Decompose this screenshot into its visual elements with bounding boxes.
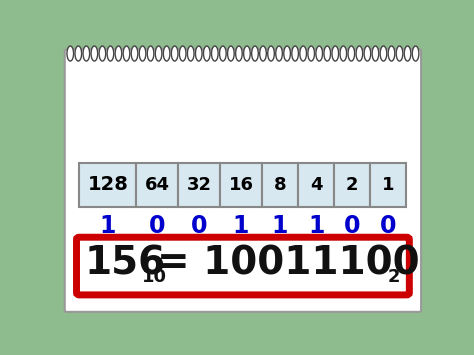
- Text: 1: 1: [233, 214, 249, 238]
- Ellipse shape: [356, 46, 363, 61]
- Bar: [80, 163, 137, 207]
- Text: 2: 2: [388, 268, 401, 286]
- Ellipse shape: [284, 46, 291, 61]
- Ellipse shape: [340, 46, 346, 61]
- Ellipse shape: [348, 46, 355, 61]
- FancyBboxPatch shape: [65, 49, 421, 312]
- Bar: [262, 163, 298, 207]
- Ellipse shape: [292, 46, 299, 61]
- Ellipse shape: [123, 46, 130, 61]
- Text: 1: 1: [382, 176, 394, 194]
- Ellipse shape: [99, 46, 106, 61]
- Ellipse shape: [236, 46, 242, 61]
- Ellipse shape: [195, 46, 202, 61]
- Ellipse shape: [67, 46, 73, 61]
- Text: 4: 4: [310, 176, 322, 194]
- Bar: [137, 163, 178, 207]
- Text: 128: 128: [88, 175, 128, 194]
- Ellipse shape: [372, 46, 379, 61]
- Ellipse shape: [244, 46, 250, 61]
- Ellipse shape: [219, 46, 226, 61]
- Bar: [370, 163, 406, 207]
- Ellipse shape: [115, 46, 122, 61]
- Ellipse shape: [252, 46, 258, 61]
- Ellipse shape: [276, 46, 283, 61]
- Ellipse shape: [211, 46, 218, 61]
- Ellipse shape: [155, 46, 162, 61]
- Ellipse shape: [388, 46, 395, 61]
- Text: 1: 1: [100, 214, 116, 238]
- Text: 0: 0: [344, 214, 360, 238]
- Text: 0: 0: [191, 214, 208, 238]
- Text: 1: 1: [272, 214, 288, 238]
- Ellipse shape: [139, 46, 146, 61]
- Ellipse shape: [308, 46, 314, 61]
- Ellipse shape: [316, 46, 322, 61]
- Ellipse shape: [91, 46, 98, 61]
- Ellipse shape: [75, 46, 82, 61]
- Ellipse shape: [83, 46, 90, 61]
- Ellipse shape: [228, 46, 234, 61]
- Bar: [220, 163, 262, 207]
- Ellipse shape: [187, 46, 194, 61]
- Ellipse shape: [147, 46, 154, 61]
- Ellipse shape: [300, 46, 307, 61]
- Ellipse shape: [332, 46, 338, 61]
- Ellipse shape: [131, 46, 138, 61]
- Text: 1: 1: [308, 214, 324, 238]
- Bar: [334, 163, 370, 207]
- Text: 2: 2: [346, 176, 358, 194]
- Ellipse shape: [412, 46, 419, 61]
- Ellipse shape: [203, 46, 210, 61]
- Ellipse shape: [107, 46, 114, 61]
- Text: 0: 0: [380, 214, 397, 238]
- Ellipse shape: [324, 46, 330, 61]
- Text: 16: 16: [228, 176, 254, 194]
- Bar: [178, 163, 220, 207]
- Text: 0: 0: [149, 214, 165, 238]
- Text: = 10011100: = 10011100: [156, 244, 419, 282]
- Ellipse shape: [260, 46, 266, 61]
- Text: 10: 10: [142, 268, 167, 286]
- Ellipse shape: [380, 46, 387, 61]
- Bar: [298, 163, 334, 207]
- Text: 156: 156: [85, 244, 166, 282]
- Text: 32: 32: [187, 176, 212, 194]
- Ellipse shape: [404, 46, 411, 61]
- Text: 64: 64: [145, 176, 170, 194]
- Ellipse shape: [179, 46, 186, 61]
- Ellipse shape: [172, 46, 178, 61]
- Text: 8: 8: [273, 176, 286, 194]
- Ellipse shape: [364, 46, 371, 61]
- Ellipse shape: [164, 46, 170, 61]
- Ellipse shape: [268, 46, 274, 61]
- FancyBboxPatch shape: [76, 237, 410, 295]
- Ellipse shape: [396, 46, 403, 61]
